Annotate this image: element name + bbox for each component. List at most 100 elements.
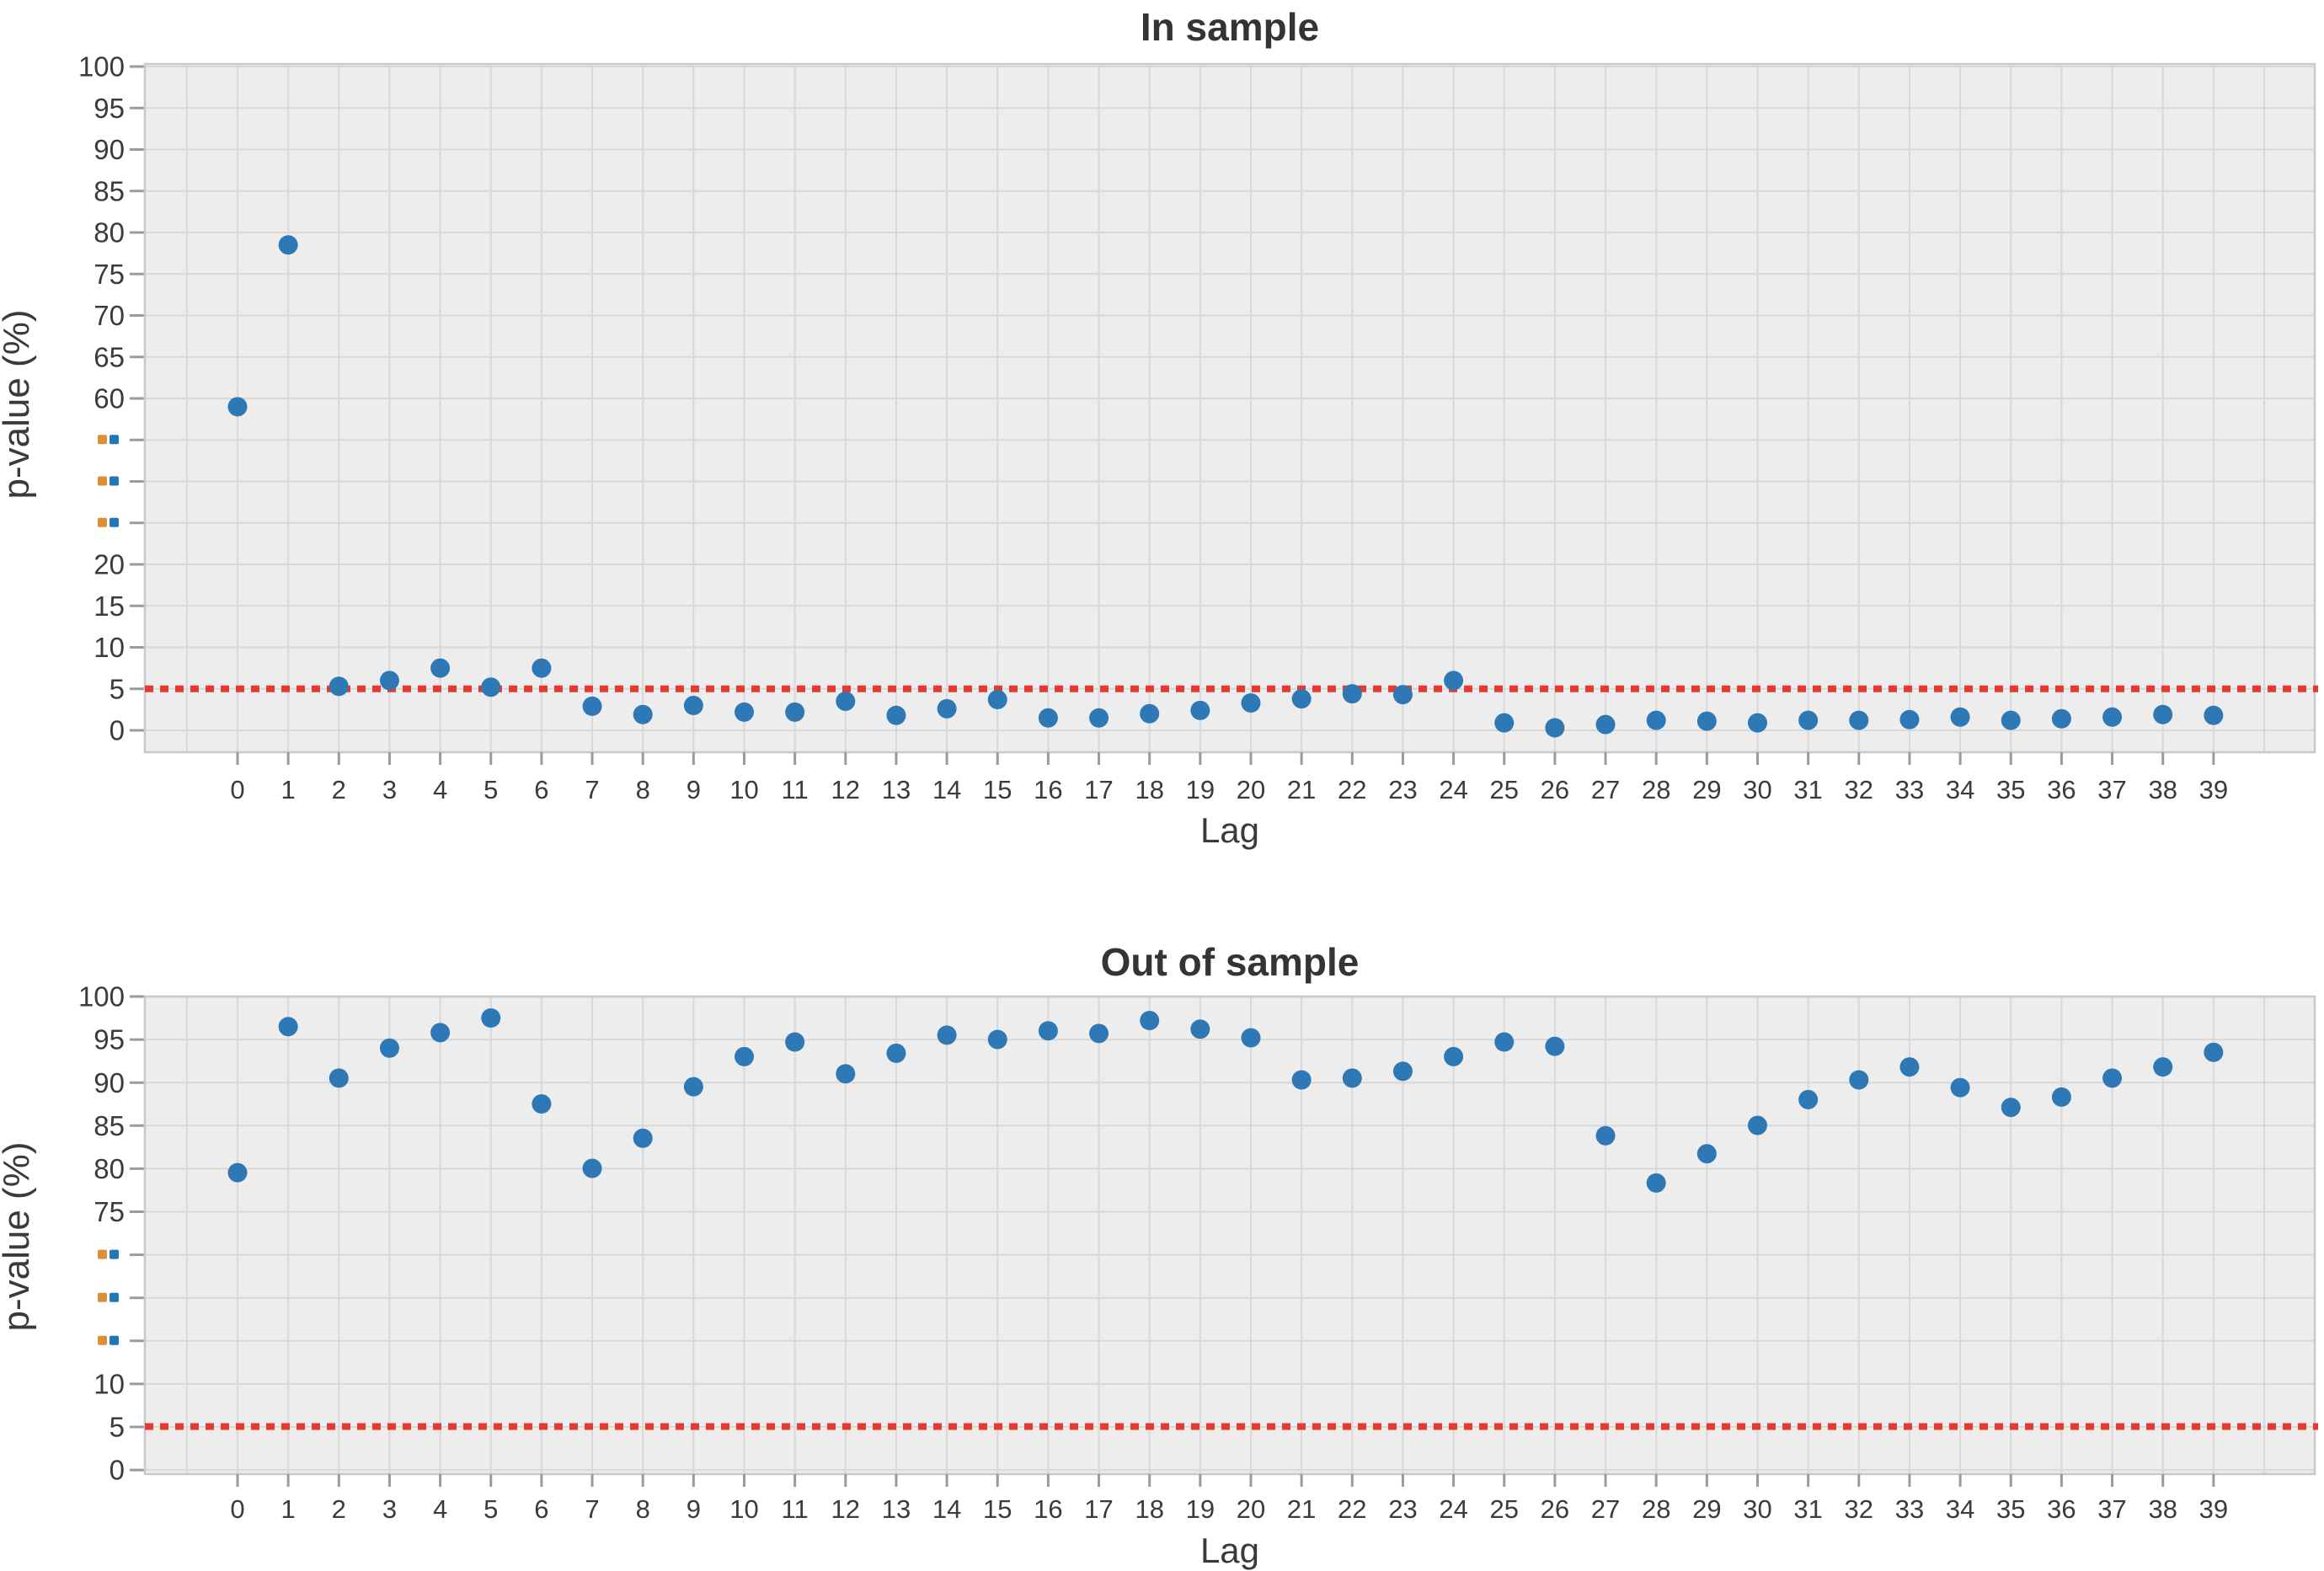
- x-tick-label: 12: [831, 1494, 860, 1524]
- x-tick-label: 30: [1743, 775, 1771, 804]
- x-tick-label: 31: [1793, 1494, 1822, 1524]
- data-point: [1748, 713, 1767, 733]
- data-point: [227, 397, 248, 417]
- data-point: [379, 671, 399, 691]
- x-tick-label: 3: [382, 1494, 397, 1524]
- x-tick-label: 26: [1541, 1494, 1569, 1524]
- data-point: [430, 658, 451, 678]
- data-point: [2102, 707, 2123, 727]
- y-tick-dot-orange: [98, 517, 107, 527]
- y-tick-label: 90: [93, 1067, 125, 1098]
- x-tick-label: 31: [1793, 775, 1822, 804]
- x-tick-label: 36: [2047, 775, 2076, 804]
- data-point: [532, 1094, 552, 1114]
- data-point: [1140, 703, 1160, 724]
- data-point: [2001, 1098, 2021, 1118]
- data-point: [329, 676, 349, 697]
- data-point: [886, 705, 906, 725]
- x-tick-label: 23: [1388, 1494, 1417, 1524]
- y-tick-label: 100: [78, 981, 125, 1013]
- y-tick-label: 75: [93, 259, 125, 290]
- x-tick-label: 17: [1084, 1494, 1113, 1524]
- y-tick-label: 0: [110, 1455, 125, 1486]
- x-tick-label: 2: [332, 775, 346, 804]
- x-tick-label: 2: [332, 1494, 346, 1524]
- data-point: [2051, 708, 2071, 729]
- data-point: [1392, 1061, 1413, 1082]
- y-tick-label: 10: [93, 1368, 125, 1399]
- data-point: [633, 704, 653, 724]
- x-tick-label: 28: [1642, 775, 1670, 804]
- x-tick-label: 28: [1642, 1494, 1670, 1524]
- x-tick-label: 38: [2148, 1494, 2177, 1524]
- x-tick-label: 11: [782, 1494, 809, 1524]
- data-point: [1241, 692, 1261, 713]
- data-point: [1545, 1036, 1565, 1056]
- data-point: [1291, 689, 1312, 709]
- chart-title: Out of sample: [1101, 940, 1360, 984]
- y-tick-label: 10: [93, 632, 125, 663]
- x-tick-label: 32: [1845, 775, 1873, 804]
- x-tick-label: 7: [585, 775, 599, 804]
- y-tick-label: 20: [93, 549, 125, 580]
- y-tick-label: 0: [110, 715, 125, 746]
- x-tick-label: 14: [932, 775, 961, 804]
- data-point: [2153, 1057, 2173, 1077]
- data-point: [278, 1017, 298, 1037]
- data-point: [987, 1029, 1007, 1050]
- x-tick-label: 29: [1692, 1494, 1721, 1524]
- y-tick-label: 95: [93, 93, 125, 124]
- data-point: [1241, 1028, 1261, 1048]
- y-tick-dot-orange: [98, 1292, 107, 1302]
- x-tick-label: 39: [2199, 1494, 2228, 1524]
- x-tick-label: 22: [1338, 1494, 1366, 1524]
- x-tick-label: 6: [534, 775, 548, 804]
- x-tick-label: 4: [433, 775, 447, 804]
- data-point: [633, 1128, 653, 1148]
- chart-title: In sample: [1141, 5, 1319, 49]
- x-tick-label: 11: [782, 775, 809, 804]
- data-point: [1190, 1019, 1210, 1039]
- data-point: [1849, 710, 1869, 730]
- data-point: [532, 658, 552, 678]
- data-point: [481, 1008, 501, 1028]
- data-point: [1646, 1173, 1666, 1193]
- x-tick-label: 6: [534, 1494, 548, 1524]
- y-tick-label: 95: [93, 1024, 125, 1055]
- x-tick-label: 0: [230, 775, 244, 804]
- data-point: [1545, 718, 1565, 738]
- data-point: [329, 1068, 349, 1088]
- x-axis-label: Lag: [1200, 810, 1259, 850]
- data-point: [2102, 1068, 2123, 1088]
- x-tick-label: 13: [882, 775, 911, 804]
- data-point: [1595, 714, 1616, 735]
- x-tick-label: 4: [433, 1494, 447, 1524]
- y-tick-label: 100: [78, 51, 125, 83]
- x-tick-label: 25: [1490, 775, 1519, 804]
- x-tick-label: 22: [1338, 775, 1366, 804]
- x-tick-label: 9: [687, 1494, 701, 1524]
- x-tick-label: 32: [1845, 1494, 1873, 1524]
- x-tick-label: 5: [483, 1494, 498, 1524]
- y-tick-dot-blue: [110, 517, 119, 527]
- x-tick-label: 25: [1490, 1494, 1519, 1524]
- y-tick-label: 75: [93, 1196, 125, 1227]
- data-point: [1494, 1032, 1515, 1052]
- data-point: [2051, 1087, 2071, 1107]
- y-tick-dot-orange: [98, 476, 107, 486]
- data-point: [735, 702, 754, 722]
- x-tick-label: 21: [1287, 1494, 1316, 1524]
- x-tick-label: 15: [983, 1494, 1012, 1524]
- x-tick-label: 37: [2097, 1494, 2126, 1524]
- data-point: [1392, 685, 1413, 705]
- y-tick-label: 5: [110, 673, 125, 704]
- x-tick-label: 20: [1237, 775, 1265, 804]
- x-tick-label: 29: [1692, 775, 1721, 804]
- y-tick-dot-blue: [110, 1335, 119, 1345]
- y-tick-label: 5: [110, 1412, 125, 1443]
- y-tick-dot-orange: [98, 1249, 107, 1259]
- y-axis-label: p-value (%): [0, 310, 37, 500]
- y-tick-label: 15: [93, 590, 125, 622]
